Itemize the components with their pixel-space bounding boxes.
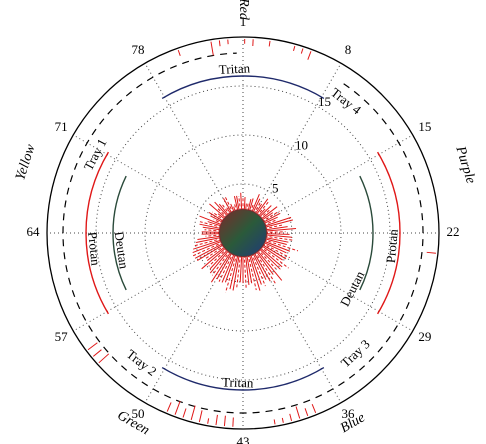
rim-tick — [99, 354, 109, 363]
radial-tick-label: 5 — [272, 181, 279, 196]
angular-tick-label: 64 — [27, 224, 41, 239]
tray-label: Tray 1 — [80, 136, 109, 173]
rim-tick — [296, 406, 300, 418]
rim-tick — [224, 416, 225, 426]
rim-tick — [178, 50, 180, 56]
angular-tick-label: 71 — [55, 119, 68, 134]
rim-tick — [208, 418, 209, 423]
rim-tick — [290, 414, 292, 421]
rim-tick — [274, 419, 275, 424]
rim-tick — [211, 42, 213, 56]
rim-tick — [199, 410, 202, 422]
tray-label: Tray 2 — [124, 346, 160, 379]
angular-tick-label: 8 — [345, 42, 352, 57]
radial-tick-label: 10 — [295, 137, 308, 152]
angular-tick-label: 15 — [418, 119, 431, 134]
rim-tick — [219, 40, 220, 46]
angular-tick-label: 57 — [55, 329, 69, 344]
tray-label: Tray 3 — [338, 336, 373, 370]
rim-tick — [175, 401, 180, 415]
axis-arc-label: Tritan — [218, 60, 251, 77]
rim-tick — [93, 350, 101, 357]
angular-tick-label: 29 — [418, 329, 431, 344]
rim-tick — [308, 51, 311, 59]
rim-tick — [294, 46, 295, 51]
angular-tick-label: 78 — [132, 42, 145, 57]
rim-tick — [305, 408, 308, 416]
tray-label: Tray 4 — [328, 85, 364, 118]
angular-tick-label: 43 — [237, 434, 250, 444]
rim-tick — [167, 402, 171, 411]
color-label: Purple — [452, 144, 478, 186]
rim-tick — [216, 415, 217, 425]
rim-tick — [312, 404, 316, 413]
center-blob — [219, 209, 266, 256]
rim-tick — [269, 41, 270, 47]
rim-tick — [282, 418, 283, 423]
axis-arc-label: Deutan — [337, 268, 368, 309]
rim-tick — [88, 343, 97, 350]
angular-tick-label: 22 — [447, 224, 460, 239]
rim-tick — [191, 406, 195, 420]
axis-arc-tritan — [162, 76, 324, 98]
axis-arc-label: Tritan — [222, 374, 254, 390]
color-label: Yellow — [13, 142, 39, 182]
rim-tick — [427, 252, 436, 253]
rim-tick — [301, 49, 303, 54]
rim-tick — [183, 408, 186, 417]
axis-arc-label: Protan — [383, 228, 401, 264]
color-label: Red — [236, 0, 251, 21]
center-cluster — [219, 209, 266, 256]
grid-spoke — [243, 135, 413, 233]
axis-arc-label: Deutan — [112, 230, 132, 270]
